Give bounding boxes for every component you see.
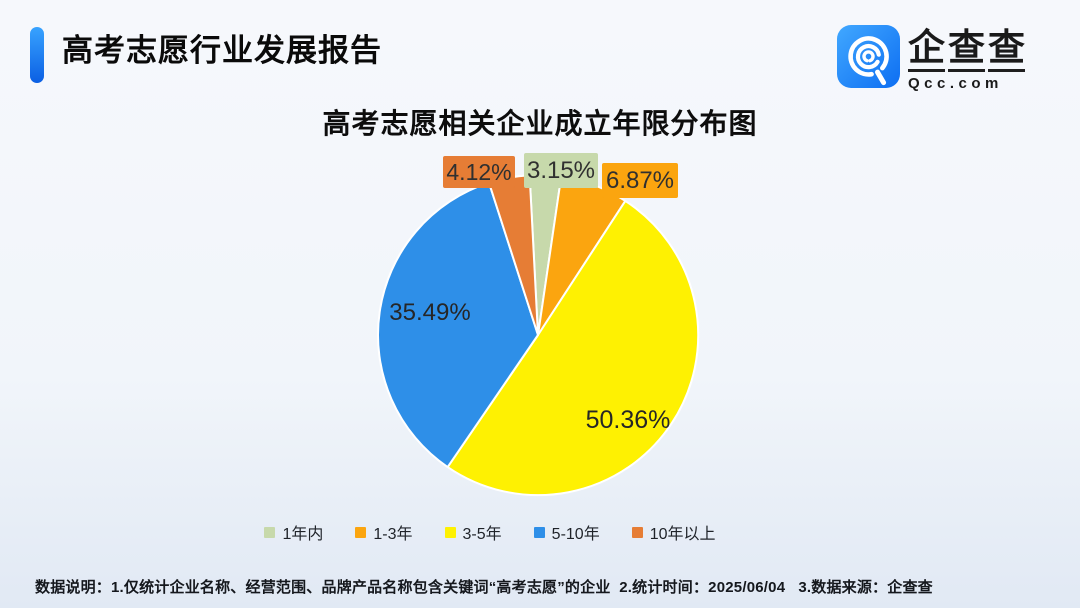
report-title: 高考志愿行业发展报告	[62, 33, 382, 68]
qcc-logo-name: 企查查	[908, 27, 1038, 72]
legend-label: 3-5年	[462, 526, 502, 543]
legend-item-10年以上: 10年以上	[631, 520, 716, 544]
pie-value-box-10年以上: 4.12%	[443, 156, 515, 188]
qcc-logo-text: 企查查 Qcc.com	[908, 27, 1038, 92]
legend-item-1年内: 1年内	[264, 520, 323, 544]
legend-item-3-5年: 3-5年	[444, 520, 502, 544]
title-accent-bar	[30, 27, 44, 83]
pie-value-box-1-3年: 6.87%	[602, 163, 678, 198]
pie-slice-3-5年	[446, 199, 700, 497]
pie-value-box-1年内: 3.15%	[524, 153, 598, 188]
pie-slice-5-10年	[377, 181, 539, 469]
legend-label: 1年内	[282, 526, 324, 543]
pie-value-label-3-5年: 50.36%	[585, 406, 671, 434]
legend-swatch-icon	[631, 526, 643, 538]
legend-item-1-3年: 1-3年	[355, 520, 413, 544]
qcc-logo-icon	[837, 25, 900, 88]
chart-title: 高考志愿相关企业成立年限分布图	[322, 108, 758, 139]
legend-swatch-icon	[444, 526, 456, 538]
legend-swatch-icon	[533, 526, 545, 538]
chart-legend: 1年内 1-3年 3-5年 5-10年 10年以上	[0, 520, 980, 544]
legend-swatch-icon	[355, 526, 367, 538]
qcc-logo-domain: Qcc.com	[908, 75, 1003, 92]
legend-label: 10年以上	[649, 526, 716, 543]
pie-value-label-5-10年: 35.49%	[389, 299, 471, 326]
qcc-logo: 企查查 Qcc.com	[837, 25, 1067, 92]
legend-label: 1-3年	[373, 526, 413, 543]
legend-swatch-icon	[264, 526, 276, 538]
data-source-note: 数据说明：1.仅统计企业名称、经营范围、品牌产品名称包含关键词“高考志愿”的企业…	[35, 579, 933, 596]
legend-label: 5-10年	[551, 526, 600, 543]
legend-item-5-10年: 5-10年	[533, 520, 600, 544]
